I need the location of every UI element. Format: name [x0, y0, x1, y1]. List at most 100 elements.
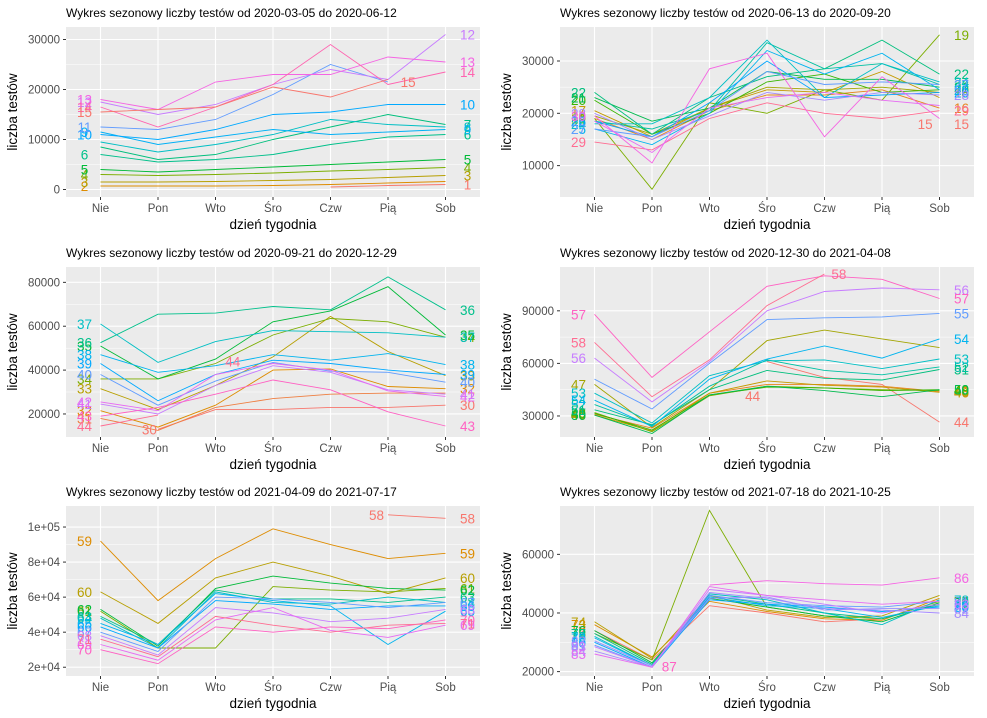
series-line-51 [594, 369, 940, 426]
series-label-end: 57 [954, 292, 969, 307]
series-label-end: 61 [460, 581, 475, 596]
series-line-67 [100, 596, 446, 653]
series-line-60 [100, 561, 446, 624]
series-label-end: 84 [954, 606, 970, 621]
series-label-end: 82 [954, 602, 969, 617]
series-label-start: 26 [571, 114, 586, 129]
series-line-76 [594, 597, 940, 664]
series-label-end: 53 [954, 352, 969, 367]
series-label-start: 39 [77, 357, 92, 372]
x-tick-label: Wto [205, 203, 225, 215]
series-label-inline: 87 [662, 659, 677, 674]
series-label-end: 75 [954, 594, 969, 609]
series-label-start: 47 [571, 377, 586, 392]
series-label-start: 5 [81, 163, 89, 178]
y-tick-label: 20000 [28, 85, 60, 97]
series-label-start: 46 [571, 408, 586, 423]
series-line-59 [100, 528, 446, 602]
series-line-x [594, 91, 940, 154]
series-line-3 [100, 175, 446, 183]
y-axis-label: liczba testów [5, 73, 20, 151]
x-tick-label: Nie [92, 203, 109, 215]
series-label-end: 70 [460, 613, 475, 628]
series-label-start: 23 [571, 114, 586, 129]
series-label-start: 69 [77, 637, 92, 652]
series-label-start: 36 [77, 336, 92, 351]
series-label-end: 14 [460, 65, 476, 80]
series-label-end: 34 [460, 330, 476, 345]
series-label-start: 45 [571, 407, 586, 422]
series-line-11 [100, 64, 389, 130]
series-label-end: 52 [954, 360, 969, 375]
series-label-end: 65 [460, 604, 475, 619]
series-label-start: 20 [571, 93, 586, 108]
series-label-end: 55 [954, 306, 969, 321]
y-tick-label: 90000 [522, 306, 554, 318]
series-line-57 [594, 275, 940, 379]
x-tick-label: Czw [319, 682, 342, 694]
series-label-start: 32 [77, 404, 92, 419]
series-label-start: 34 [77, 372, 93, 387]
x-tick-label: Pią [874, 443, 891, 455]
series-label-start: 24 [571, 117, 587, 132]
x-tick-label: Pią [380, 443, 397, 455]
series-label-end: 7 [464, 118, 472, 133]
series-line-6 [100, 134, 446, 163]
series-label-start: 29 [571, 135, 586, 150]
series-line-42 [100, 363, 446, 412]
series-label-end: 25 [954, 83, 969, 98]
chart-svg: 30000 60000 90000 Nie Pon Wto Śro Czw Pią Sob 44 44… [499, 246, 974, 472]
x-tick-label: Sob [929, 203, 949, 215]
x-axis-label: dzień tygodnia [229, 696, 317, 711]
series-line-68 [100, 607, 446, 656]
x-axis-label: dzień tygodnia [229, 457, 317, 472]
series-line-69 [100, 607, 446, 661]
series-label-end: 40 [460, 375, 475, 390]
series-label-end: 59 [460, 546, 475, 561]
series-line-5 [100, 159, 446, 173]
series-label-start: 50 [571, 408, 586, 423]
series-line-85 [594, 586, 940, 668]
series-label-end: 4 [464, 161, 472, 176]
series-label-end: 3 [464, 169, 472, 184]
series-label-end: 62 [460, 583, 475, 598]
y-tick-label: 60000 [522, 549, 554, 561]
x-tick-label: Pią [874, 682, 891, 694]
series-label-end: 69 [460, 618, 475, 633]
series-label-start: 63 [77, 609, 92, 624]
series-label-end: 37 [460, 330, 475, 345]
y-tick-label: 60000 [28, 321, 60, 333]
series-label-start: 18 [571, 109, 586, 124]
series-label-start: 3 [81, 175, 89, 190]
chart-panel-4: 30000 60000 90000 Nie Pon Wto Śro Czw Pią Sob 44 44… [494, 240, 987, 479]
y-tick-label: 20000 [522, 667, 554, 679]
chart-svg: 20000 40000 60000 80000 Nie Pon Wto Śro Czw Pią So… [5, 246, 480, 472]
series-label-end: 32 [460, 382, 475, 397]
x-tick-label: Wto [699, 203, 719, 215]
y-tick-label: 10000 [28, 135, 60, 147]
series-label-end: 68 [460, 602, 475, 617]
series-label-end: 63 [460, 590, 475, 605]
series-label-start: 13 [77, 93, 92, 108]
series-label-end: 79 [954, 599, 969, 614]
x-tick-label: Śro [264, 442, 282, 455]
series-label-start: 68 [77, 629, 92, 644]
series-label-start: 58 [571, 335, 586, 350]
x-tick-label: Pon [148, 203, 168, 215]
series-label-end: 6 [464, 128, 472, 143]
series-label-start: 25 [571, 122, 586, 137]
series-line-45 [594, 383, 940, 429]
series-label-start: 10 [77, 128, 92, 143]
x-axis-label: dzień tygodnia [723, 217, 811, 232]
series-label-inline: 44 [225, 354, 241, 369]
series-label-start: 17 [571, 104, 586, 119]
y-axis-label: liczba testów [499, 73, 514, 151]
series-line-65 [100, 593, 446, 646]
series-label-end: 42 [460, 389, 475, 404]
chart-panel-2: 10000 20000 30000 Nie Pon Wto Śro Czw Pią Sob 15 15… [494, 0, 987, 239]
series-line-31 [100, 392, 446, 431]
series-label-start: 30 [571, 109, 586, 124]
series-label-end: 45 [954, 384, 969, 399]
x-axis-label: dzień tygodnia [229, 217, 317, 232]
